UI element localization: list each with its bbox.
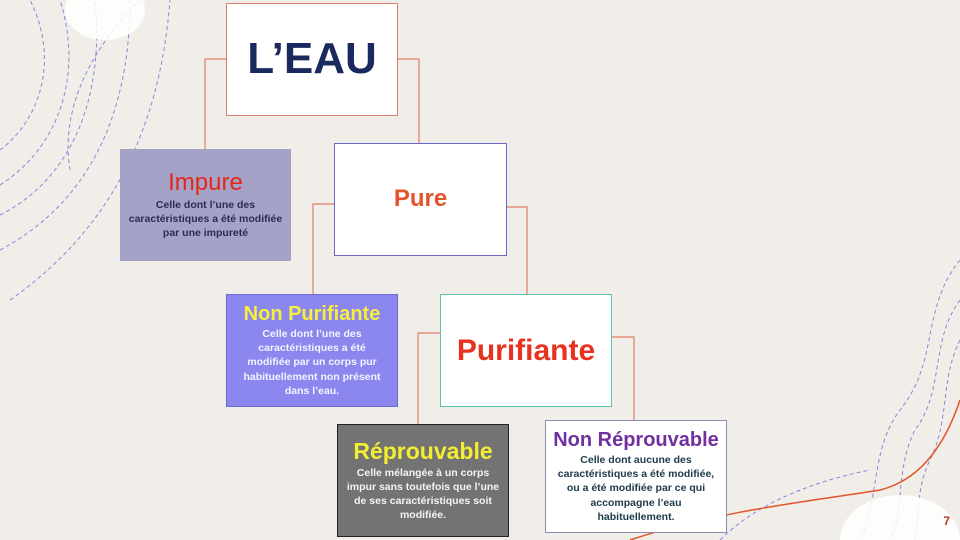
node-pure: Pure	[334, 143, 507, 256]
node-non-reprouvable: Non Réprouvable Celle dont aucune des ca…	[545, 420, 727, 533]
reprouvable-title: Réprouvable	[353, 437, 493, 464]
non-reprouvable-title: Non Réprouvable	[553, 429, 719, 452]
impure-title: Impure	[168, 168, 243, 196]
node-reprouvable: Réprouvable Celle mélangée à un corps im…	[337, 424, 509, 537]
non-purifiante-title: Non Purifiante	[243, 303, 381, 326]
impure-description: Celle dont l’une des caractéristiques a …	[128, 198, 283, 240]
root-title: L’EAU	[247, 34, 377, 84]
non-purifiante-description: Celle dont l’une des caractéristiques a …	[243, 328, 381, 397]
reprouvable-description: Celle mélangée à un corps impur sans tou…	[346, 466, 500, 522]
pure-title: Pure	[393, 185, 448, 213]
node-purifiante: Purifiante	[440, 294, 612, 407]
non-reprouvable-description: Celle dont aucune des caractéristiques a…	[557, 454, 715, 523]
node-impure: Impure Celle dont l’une des caractéristi…	[120, 149, 291, 261]
slide-page-number: 7	[943, 514, 950, 528]
purifiante-title: Purifiante	[456, 334, 596, 367]
root-node-leau: L’EAU	[226, 3, 398, 116]
node-non-purifiante: Non Purifiante Celle dont l’une des cara…	[226, 294, 398, 407]
